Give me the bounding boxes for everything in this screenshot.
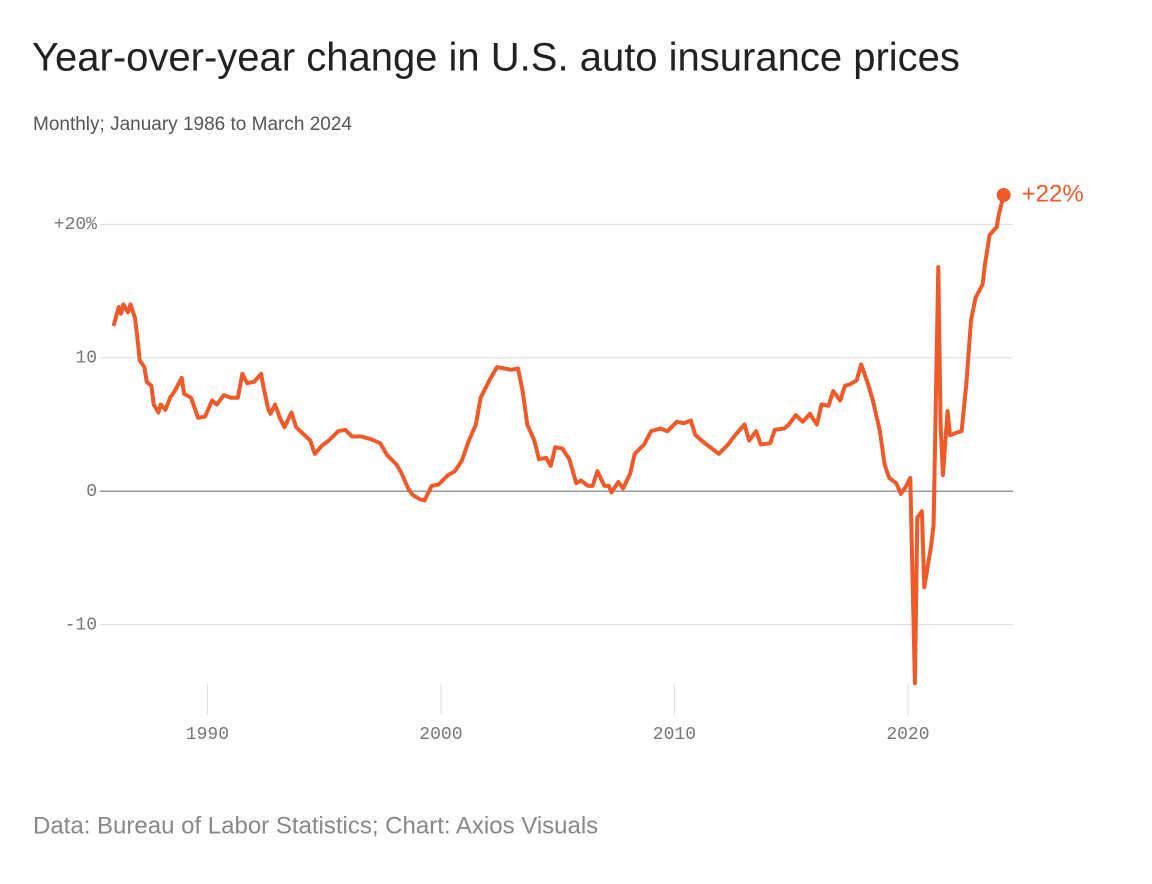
- line: [112, 193, 1006, 686]
- x-tick-label: 1990: [186, 725, 229, 745]
- x-tick-label: 2000: [419, 725, 462, 745]
- chart-title: Year-over-year change in U.S. auto insur…: [32, 36, 960, 80]
- chart-subtitle: Monthly; January 1986 to March 2024: [33, 114, 352, 135]
- source-note: Data: Bureau of Labor Statistics; Chart:…: [33, 812, 598, 839]
- end-label: +22%: [1022, 180, 1084, 207]
- end-point: [996, 188, 1011, 203]
- y-tick-label: 10: [75, 349, 97, 369]
- x-tick-label: 2010: [653, 725, 696, 745]
- x-tick-label: 2020: [886, 725, 929, 745]
- y-tick-label: +20%: [54, 215, 97, 235]
- y-tick-label: 0: [86, 482, 97, 502]
- y-tick-label: -10: [65, 615, 97, 635]
